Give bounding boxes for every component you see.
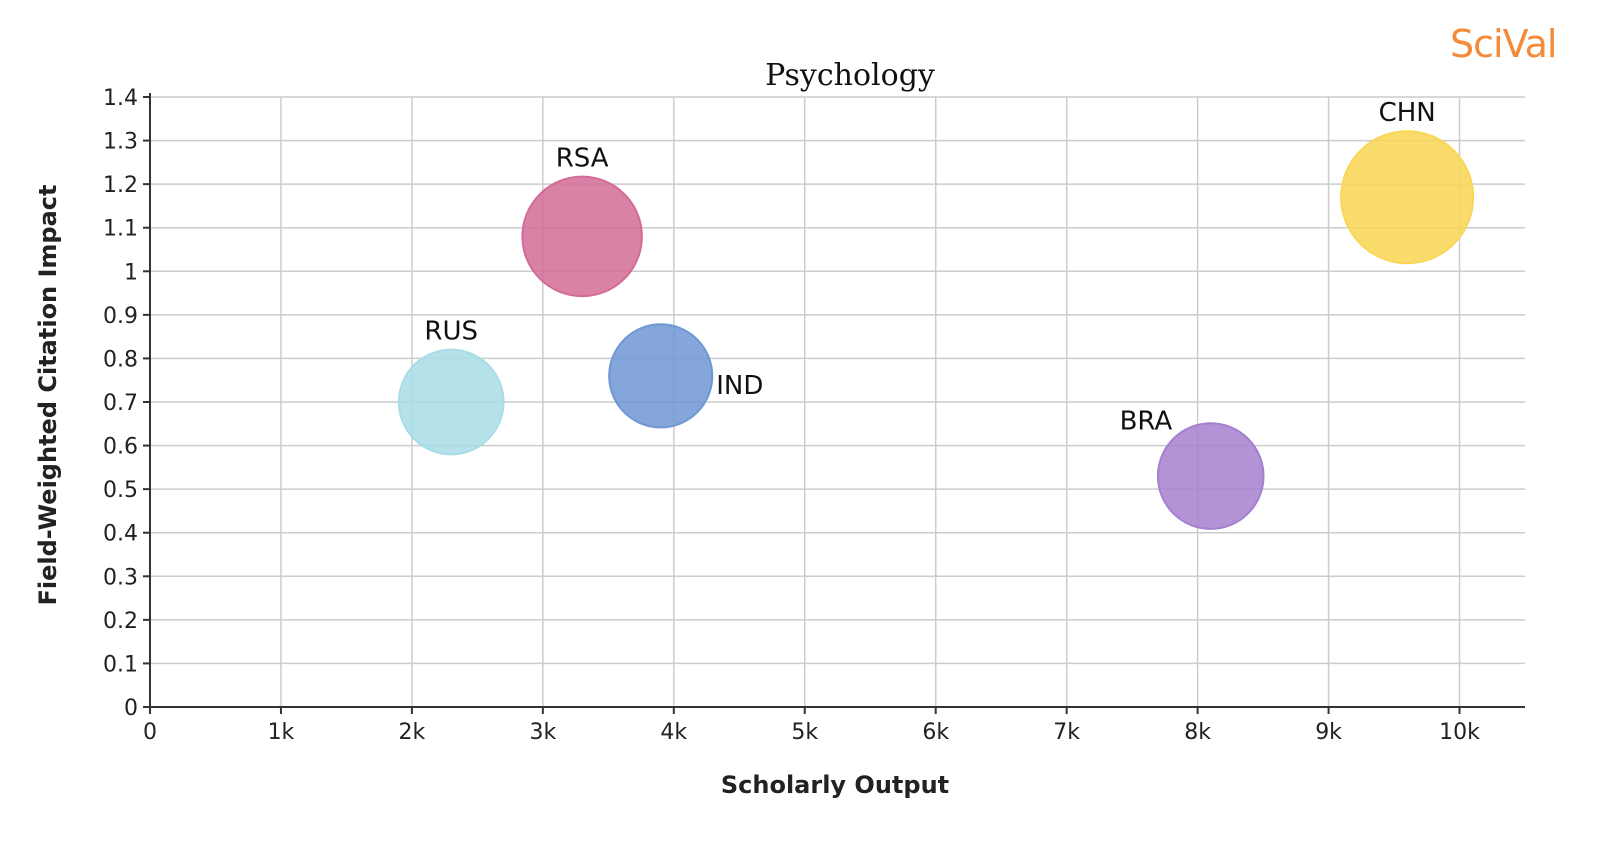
x-tick-label: 0 <box>143 720 157 745</box>
x-tick-label: 1k <box>268 720 295 745</box>
x-tick-label: 4k <box>660 720 687 745</box>
bubble-label-bra: BRA <box>1120 406 1173 436</box>
x-tick-label: 6k <box>922 720 949 745</box>
x-tick-label: 7k <box>1053 720 1080 745</box>
y-tick-label: 0.2 <box>103 609 138 634</box>
grid <box>150 96 1525 707</box>
y-tick-label: 0.7 <box>103 391 138 416</box>
y-tick-label: 0.1 <box>103 652 138 677</box>
bubble-labels: RUS RSA IND BRA CHN <box>424 98 1435 436</box>
y-tick-label: 0.3 <box>103 565 138 590</box>
x-tick-label: 8k <box>1184 720 1211 745</box>
y-tick-label: 0.5 <box>103 478 138 503</box>
x-tick-label: 10k <box>1439 720 1480 745</box>
y-axis-label: Field-Weighted Citation Impact <box>34 184 62 605</box>
bubble-label-ind: IND <box>716 371 763 401</box>
bubble-rsa[interactable] <box>521 175 643 298</box>
scival-logo: SciVal <box>1450 22 1557 66</box>
x-tick-label: 9k <box>1315 720 1342 745</box>
y-tick-label: 0.8 <box>103 347 138 372</box>
bubble-rus[interactable] <box>397 348 505 456</box>
x-tick-label: 3k <box>529 720 556 745</box>
y-tick-label: 1.4 <box>103 86 138 111</box>
y-tick-label: 0 <box>124 696 138 721</box>
bubble-label-rsa: RSA <box>556 144 609 174</box>
bubble-label-rus: RUS <box>424 317 478 347</box>
y-tick-label: 1.2 <box>103 173 138 198</box>
bubbles <box>397 130 1475 530</box>
chart-title: Psychology <box>765 58 935 93</box>
y-tick-label: 0.9 <box>103 304 138 329</box>
x-tick-label: 5k <box>791 720 818 745</box>
y-tick-label: 1.3 <box>103 130 138 155</box>
y-axis-ticks: 0 0.1 0.2 0.3 0.4 0.5 0.6 0.7 0.8 0.9 1 1.1 1.2 1.3 1.… <box>103 86 150 721</box>
bubble-chn[interactable] <box>1340 130 1475 265</box>
bubble-label-chn: CHN <box>1379 98 1436 128</box>
bubble-ind[interactable] <box>608 323 714 429</box>
axes <box>149 93 1525 708</box>
x-axis-label: Scholarly Output <box>721 771 949 799</box>
x-tick-label: 2k <box>399 720 426 745</box>
y-tick-label: 0.6 <box>103 435 138 460</box>
y-tick-label: 1 <box>124 260 138 285</box>
bubble-bra[interactable] <box>1156 422 1265 530</box>
y-tick-label: 1.1 <box>103 217 138 242</box>
x-axis-ticks: 0 1k 2k 3k 4k 5k 6k 7k 8k 9k 10k <box>143 707 1480 745</box>
y-tick-label: 0.4 <box>103 522 138 547</box>
